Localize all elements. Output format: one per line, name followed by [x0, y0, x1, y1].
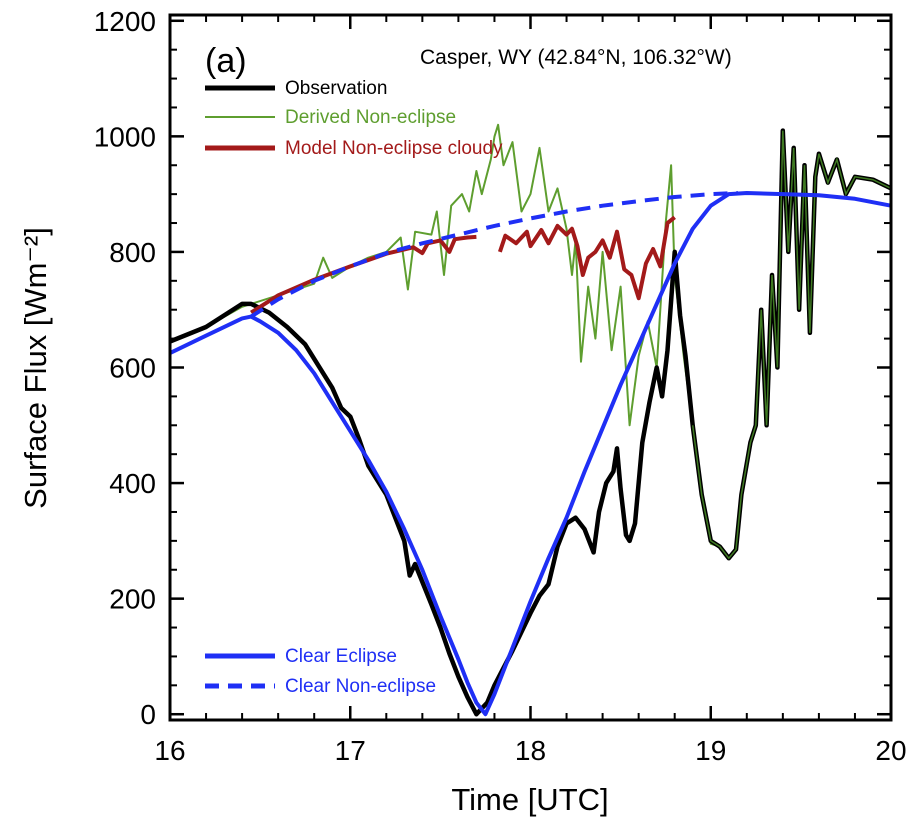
- y-tick-label-600: 600: [109, 353, 156, 384]
- x-tick-label-20: 20: [875, 735, 906, 766]
- panel-label: (a): [205, 42, 247, 80]
- series-line-model-non-eclipse-cloudy-0: [250, 234, 477, 315]
- legend-label-clear-eclipse: Clear Eclipse: [285, 646, 397, 667]
- y-tick-label-1200: 1200: [94, 6, 156, 37]
- x-tick-label-16: 16: [154, 735, 185, 766]
- series-line-model-non-eclipse-cloudy-1: [498, 215, 676, 301]
- series-line-observation-overlay: [691, 130, 892, 560]
- legend-bottom: Clear Eclipse Clear Non-eclipse: [205, 646, 436, 697]
- legend-label-model: Model Non-eclipse cloudy: [285, 138, 503, 159]
- series-layer: [169, 123, 892, 717]
- legend-label-derived: Derived Non-eclipse: [285, 107, 456, 128]
- legend-top: Observation Derived Non-eclipse Model No…: [205, 78, 503, 159]
- series-line-clear-non-eclipse: [250, 191, 738, 319]
- y-axis-title: Surface Flux [Wm⁻²]: [18, 227, 53, 509]
- y-tick-label-800: 800: [109, 237, 156, 268]
- legend-label-clear-non-eclipse: Clear Non-eclipse: [285, 676, 436, 697]
- y-tick-label-1000: 1000: [94, 121, 156, 152]
- x-tick-label-19: 19: [695, 735, 726, 766]
- legend-label-observation: Observation: [285, 78, 387, 99]
- x-tick-label-17: 17: [335, 735, 366, 766]
- location-label: Casper, WY (42.84°N, 106.32°W): [420, 46, 732, 69]
- y-tick-label-200: 200: [109, 584, 156, 615]
- series-line-clear-eclipse: [169, 191, 892, 717]
- x-tick-label-18: 18: [515, 735, 546, 766]
- y-tick-label-400: 400: [109, 468, 156, 499]
- x-axis-title: Time [UTC]: [451, 782, 608, 817]
- y-tick-label-0: 0: [140, 699, 156, 730]
- series-line-observation: [169, 128, 892, 717]
